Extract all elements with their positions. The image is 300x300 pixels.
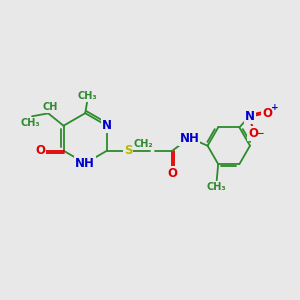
Text: S: S: [124, 144, 132, 157]
Text: CH₃: CH₃: [78, 91, 98, 101]
Text: CH₂: CH₂: [134, 139, 153, 149]
Text: N: N: [245, 110, 255, 123]
Text: −: −: [256, 129, 263, 138]
Text: O: O: [167, 167, 177, 180]
Text: CH₃: CH₃: [207, 182, 226, 192]
Text: O: O: [248, 127, 258, 140]
Text: O: O: [262, 107, 272, 120]
Text: CH: CH: [42, 103, 57, 112]
Text: NH: NH: [179, 132, 199, 145]
Text: +: +: [271, 103, 278, 112]
Text: O: O: [35, 144, 45, 157]
Text: N: N: [102, 119, 112, 132]
Text: NH: NH: [75, 157, 95, 170]
Text: CH₃: CH₃: [20, 118, 40, 128]
